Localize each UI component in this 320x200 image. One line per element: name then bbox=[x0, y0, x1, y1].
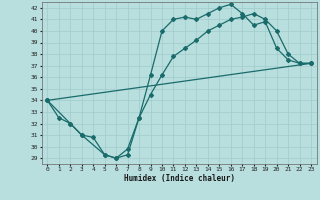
X-axis label: Humidex (Indice chaleur): Humidex (Indice chaleur) bbox=[124, 174, 235, 183]
